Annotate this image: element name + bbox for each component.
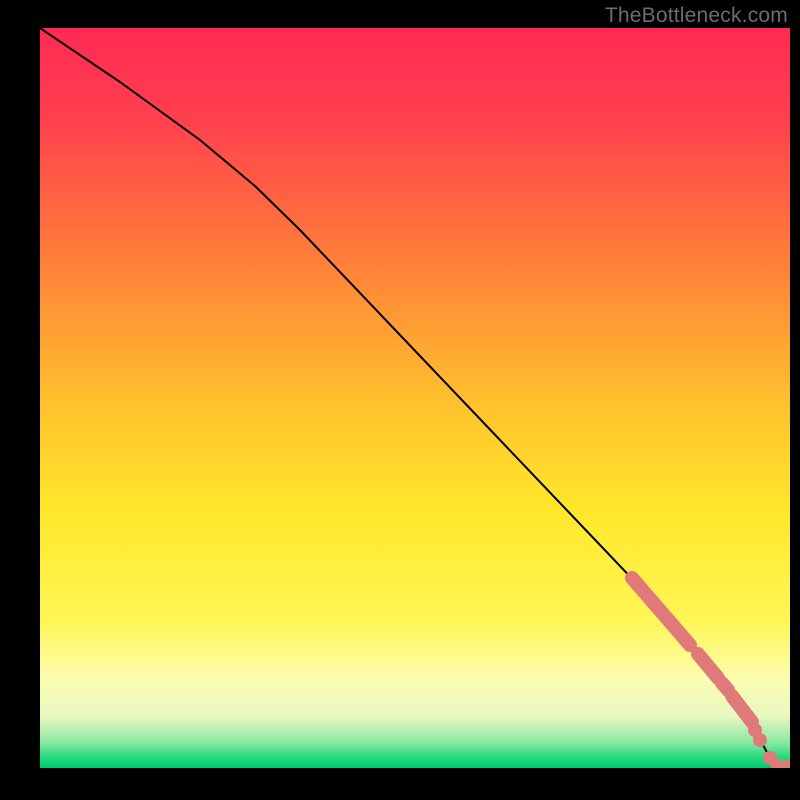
chart-plot-area: [40, 28, 790, 768]
chart-curve: [40, 28, 790, 766]
chart-marker-dots: [748, 723, 790, 768]
chart-marker-segments: [632, 578, 752, 722]
chart-overlay: [40, 28, 790, 768]
watermark-text: TheBottleneck.com: [605, 4, 788, 28]
